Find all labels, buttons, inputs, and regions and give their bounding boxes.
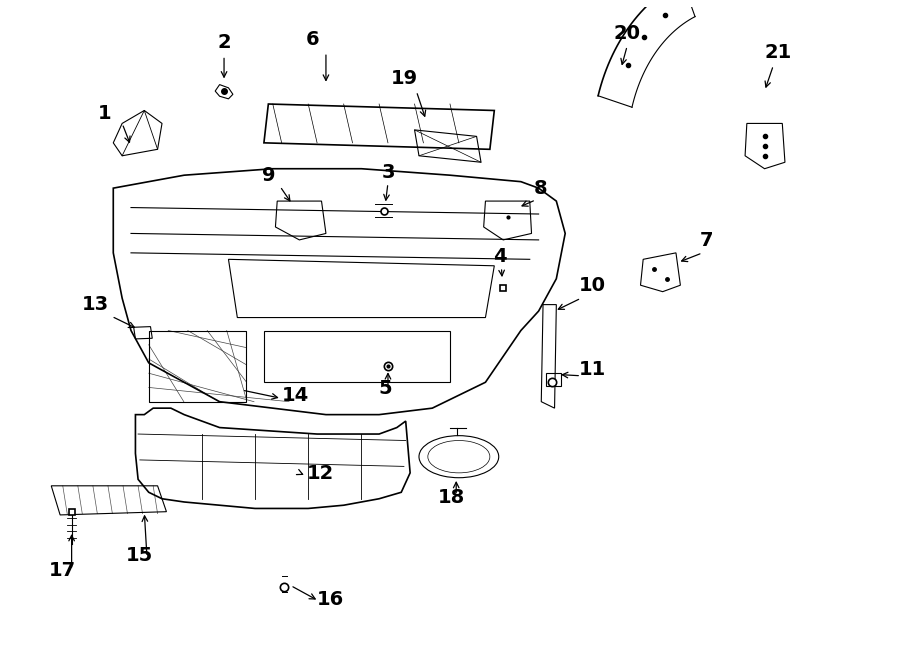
Text: 10: 10	[579, 276, 606, 295]
Text: 17: 17	[50, 561, 76, 580]
Text: 8: 8	[535, 179, 548, 198]
Text: 14: 14	[282, 386, 309, 405]
Text: 5: 5	[379, 379, 392, 399]
Text: 13: 13	[82, 295, 109, 315]
Text: 4: 4	[493, 247, 507, 266]
Text: 2: 2	[217, 33, 231, 52]
Text: 16: 16	[317, 590, 345, 609]
Text: 3: 3	[382, 163, 395, 182]
Text: 19: 19	[391, 69, 418, 88]
Text: 7: 7	[700, 231, 714, 250]
Text: 6: 6	[306, 30, 319, 49]
Text: 18: 18	[438, 488, 465, 506]
Text: 11: 11	[579, 360, 606, 379]
Text: 9: 9	[263, 166, 276, 185]
Text: 20: 20	[614, 24, 641, 42]
Text: 15: 15	[126, 546, 154, 564]
Text: 12: 12	[306, 463, 334, 483]
Text: 1: 1	[97, 104, 112, 124]
Text: 21: 21	[764, 43, 791, 62]
